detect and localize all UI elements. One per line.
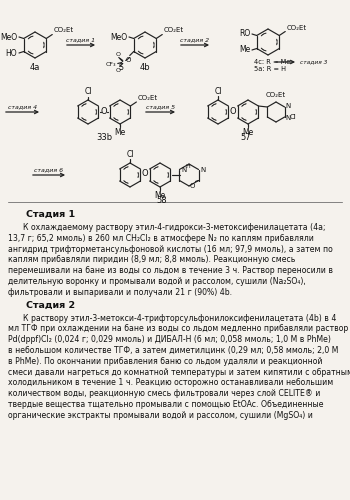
- Text: фильтровали и выпаривали и получали 21 г (90%) 4b.: фильтровали и выпаривали и получали 21 г…: [8, 288, 232, 297]
- Text: 33b: 33b: [96, 133, 112, 142]
- Text: Me: Me: [114, 128, 126, 137]
- Text: O: O: [142, 170, 148, 178]
- Text: смеси давали нагреться до комнатной температуры и затем кипятили с обратным: смеси давали нагреться до комнатной темп…: [8, 368, 350, 376]
- Text: 4b: 4b: [140, 63, 150, 72]
- Text: перемешивали на бане из воды со льдом в течение 3 ч. Раствор переносили в: перемешивали на бане из воды со льдом в …: [8, 266, 333, 275]
- Text: S: S: [119, 62, 124, 72]
- Text: стадия 6: стадия 6: [34, 167, 64, 172]
- Text: твердые вещества тщательно промывали с помощью EtOAc. Объединенные: твердые вещества тщательно промывали с п…: [8, 400, 323, 409]
- Text: стадия 5: стадия 5: [146, 104, 175, 109]
- Text: делительную воронку и промывали водой и рассолом, сушили (Na₂SO₄),: делительную воронку и промывали водой и …: [8, 277, 306, 286]
- Text: Pd(dppf)Cl₂ (0,024 г; 0,029 ммоль) и ДИБАЛ-Н (6 мл; 0,058 ммоль; 1,0 М в PhMe): Pd(dppf)Cl₂ (0,024 г; 0,029 ммоль) и ДИБ…: [8, 335, 331, 344]
- Text: CF₃: CF₃: [105, 62, 116, 67]
- Text: стадия 3: стадия 3: [300, 60, 327, 64]
- Text: H: H: [186, 164, 190, 169]
- Text: каплям прибавляли пиридин (8,9 мл; 8,8 ммоль). Реакционную смесь: каплям прибавляли пиридин (8,9 мл; 8,8 м…: [8, 256, 295, 264]
- Text: HO: HO: [5, 48, 17, 58]
- Text: холодильником в течение 1 ч. Реакцию осторожно останавливали небольшим: холодильником в течение 1 ч. Реакцию ост…: [8, 378, 333, 388]
- Text: CO₂Et: CO₂Et: [266, 92, 286, 98]
- Text: стадия 1: стадия 1: [66, 37, 96, 42]
- Text: К раствору этил-3-метокси-4-трифторсульфонилоксифенилацетата (4b) в 4: К раствору этил-3-метокси-4-трифторсульф…: [8, 314, 336, 322]
- Text: O: O: [126, 56, 132, 62]
- Text: MeO: MeO: [0, 32, 17, 42]
- Text: Стадия 1: Стадия 1: [26, 210, 75, 219]
- Text: Cl: Cl: [126, 150, 134, 159]
- Text: Cl: Cl: [290, 114, 297, 120]
- Text: 13,7 г; 65,2 ммоль) в 260 мл CH₂Cl₂ в атмосфере N₂ по каплям прибавляли: 13,7 г; 65,2 ммоль) в 260 мл CH₂Cl₂ в ат…: [8, 234, 314, 243]
- Text: ангидрид трифторметансульфоновой кислоты (16 мл; 97,9 ммоль), а затем по: ангидрид трифторметансульфоновой кислоты…: [8, 244, 333, 254]
- Text: Стадия 2: Стадия 2: [26, 300, 75, 310]
- Text: стадия 4: стадия 4: [8, 104, 37, 109]
- Text: Me: Me: [242, 128, 254, 137]
- Text: Cl: Cl: [84, 87, 92, 96]
- Text: O: O: [189, 182, 195, 188]
- Text: O: O: [115, 68, 120, 73]
- Text: 57: 57: [241, 133, 251, 142]
- Text: CO₂Et: CO₂Et: [286, 24, 306, 30]
- Text: N: N: [286, 115, 291, 121]
- Text: MeO: MeO: [110, 32, 127, 42]
- Text: Me: Me: [154, 191, 166, 200]
- Text: N: N: [286, 103, 291, 109]
- Text: в PhMe). По окончании прибавления баню со льдом удаляли и реакционной: в PhMe). По окончании прибавления баню с…: [8, 357, 322, 366]
- Text: RO: RO: [239, 30, 250, 38]
- Text: CO₂Et: CO₂Et: [163, 28, 183, 34]
- Text: количеством воды, реакционную смесь фильтровали через слой CELITE® и: количеством воды, реакционную смесь филь…: [8, 389, 320, 398]
- Text: CO₂Et: CO₂Et: [138, 95, 158, 101]
- Text: 5a: R = H: 5a: R = H: [254, 66, 286, 72]
- Text: 4c: R = Me: 4c: R = Me: [254, 59, 290, 65]
- Text: CO₂Et: CO₂Et: [53, 28, 74, 34]
- Text: Cl: Cl: [214, 87, 222, 96]
- Text: 4a: 4a: [30, 63, 40, 72]
- Text: N: N: [201, 166, 206, 172]
- Text: мл ТГФ при охлаждении на бане из воды со льдом медленно прибавляли раствор: мл ТГФ при охлаждении на бане из воды со…: [8, 324, 348, 334]
- Text: стадия 2: стадия 2: [181, 37, 210, 42]
- Text: N: N: [181, 166, 187, 172]
- Text: O: O: [101, 106, 107, 116]
- Text: в небольшом количестве ТГФ, а затем диметилцинк (0,29 мл; 0,58 ммоль; 2,0 М: в небольшом количестве ТГФ, а затем диме…: [8, 346, 338, 355]
- Text: Me: Me: [239, 46, 250, 54]
- Text: O: O: [230, 106, 236, 116]
- Text: O: O: [115, 52, 120, 57]
- Text: 58: 58: [157, 196, 167, 205]
- Text: К охлаждаемому раствору этил-4-гидрокси-3-метоксифенилацетата (4а;: К охлаждаемому раствору этил-4-гидрокси-…: [8, 223, 326, 232]
- Text: органические экстракты промывали водой и рассолом, сушили (MgSO₄) и: органические экстракты промывали водой и…: [8, 411, 313, 420]
